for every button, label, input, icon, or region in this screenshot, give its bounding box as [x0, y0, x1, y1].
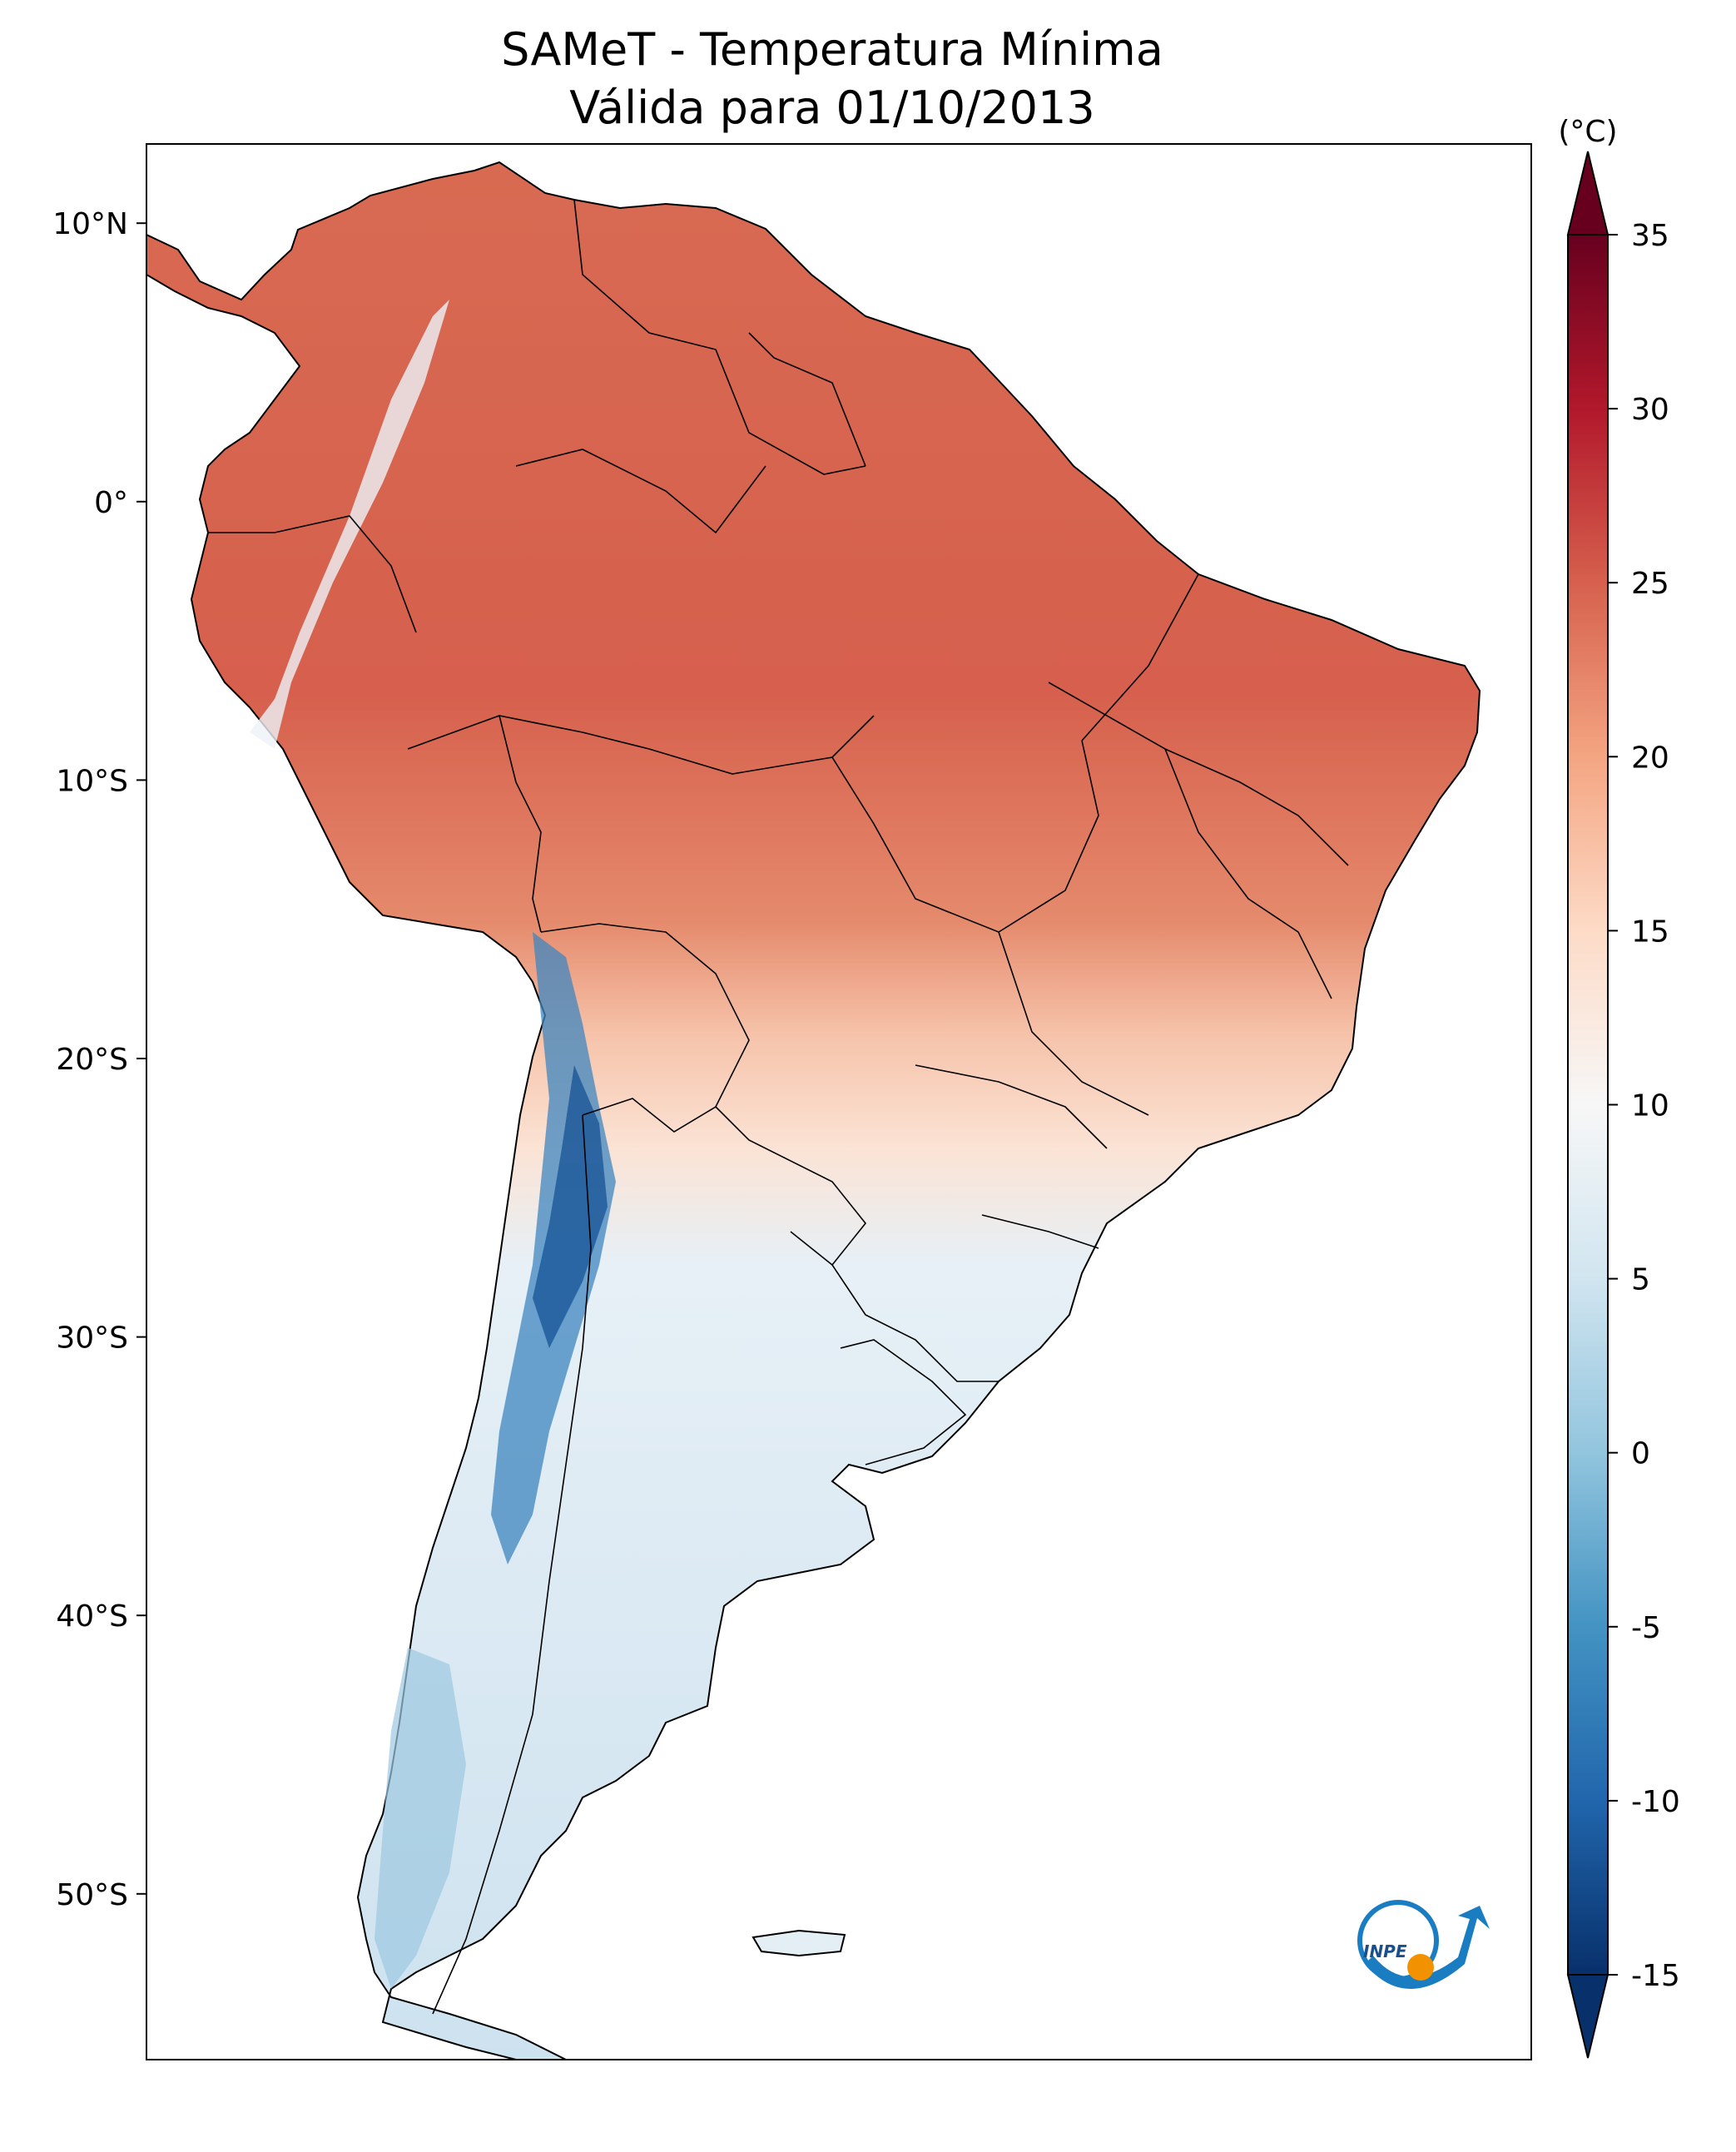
- south-america-landmass: [146, 161, 1481, 2060]
- colorbar-tick-label: 25: [1631, 567, 1669, 601]
- map-frame: [146, 143, 1532, 2060]
- colorbar: (°C) 35 30 25 20 15 10 5 0 -5 -10 -15: [1558, 115, 1680, 2059]
- colorbar-body: [1568, 235, 1608, 1975]
- political-boundaries: [208, 199, 1349, 2015]
- colorbar-top-extension: [1566, 151, 1610, 236]
- colorbar-tick-label: 0: [1631, 1437, 1650, 1471]
- y-tick-label: 10°N: [52, 207, 128, 241]
- y-tick-label: 50°S: [56, 1878, 128, 1912]
- south-patagonia-cool: [374, 1648, 466, 1989]
- colorbar-tick-label: 10: [1631, 1089, 1669, 1123]
- inpe-logo-text: INPE: [1363, 1941, 1407, 1961]
- y-tick-label: 10°S: [56, 764, 128, 798]
- colorbar-tick-label: -10: [1631, 1785, 1680, 1819]
- northern-andes-cool: [250, 300, 449, 749]
- title-line-1: SAMeT - Temperatura Mínima: [501, 23, 1163, 76]
- title-line-2: Válida para 01/10/2013: [569, 82, 1094, 134]
- colorbar-tick-label: -5: [1631, 1611, 1661, 1645]
- inpe-logo: INPE: [1357, 1900, 1490, 1989]
- colorbar-tick-label: 5: [1631, 1263, 1650, 1297]
- y-axis: 10°N 0° 10°S 20°S 30°S 40°S 50°S: [52, 207, 146, 1912]
- y-tick-label: 30°S: [56, 1321, 128, 1356]
- colorbar-tick-label: 15: [1631, 915, 1669, 949]
- y-tick-label: 0°: [94, 486, 128, 520]
- y-tick-label: 40°S: [56, 1599, 128, 1634]
- colorbar-tick-label: 35: [1631, 219, 1669, 253]
- colorbar-tick-label: 30: [1631, 393, 1669, 427]
- colorbar-tick-label: 20: [1631, 741, 1669, 775]
- colorbar-tick-label: -15: [1631, 1959, 1680, 1993]
- colorbar-bottom-extension: [1566, 1974, 1610, 2059]
- colorbar-unit: (°C): [1558, 115, 1617, 149]
- map-panel: [146, 144, 1531, 2060]
- falkland-islands: [751, 1929, 846, 1957]
- andes-deep-cold: [533, 1065, 608, 1348]
- y-tick-label: 20°S: [56, 1043, 128, 1077]
